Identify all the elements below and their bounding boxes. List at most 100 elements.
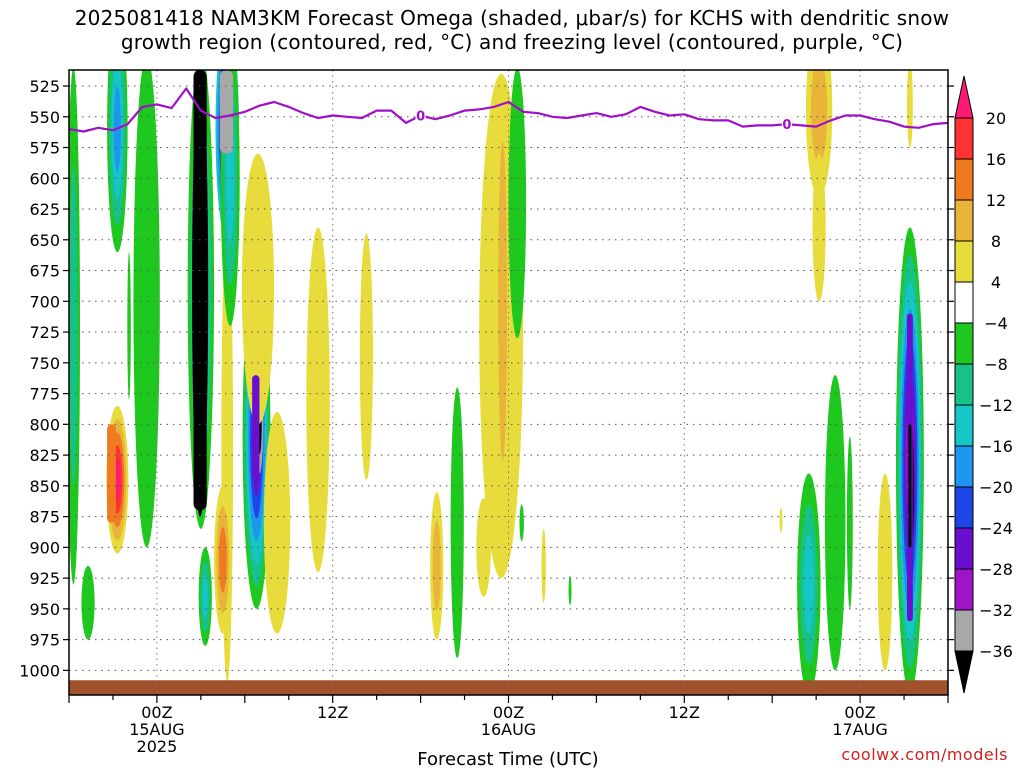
colorbar-label: −12 [979,396,1013,415]
y-tick-label: 550 [29,108,60,127]
y-tick-label: 900 [29,538,60,557]
omega-blob [476,498,491,597]
x-tick-label: 12Z [669,703,700,722]
omega-blob [133,70,160,548]
freezing-level-label: 0 [782,118,791,133]
y-tick-label: 925 [29,569,60,588]
y-tick-label: 775 [29,385,60,404]
colorbar-top-arrow [954,75,974,119]
colorbar-swatch [954,445,974,488]
omega-blob [846,436,853,609]
omega-blob [306,227,330,572]
y-tick-label: 950 [29,600,60,619]
colorbar-label: 16 [986,150,1006,169]
colorbar-label: 12 [986,191,1006,210]
y-tick-label: 725 [29,323,60,342]
omega-blob [263,412,291,634]
colorbar-swatch [954,240,974,283]
omega-blob [241,153,275,425]
colorbar-label: −20 [979,478,1013,497]
surface-terrain [69,680,948,695]
y-tick-label: 650 [29,231,60,250]
colorbar-label: −32 [979,601,1013,620]
colorbar-swatch [954,527,974,570]
colorbar-swatch [954,158,974,201]
y-tick-label: 575 [29,139,60,158]
y-axis: 525 550 575 600 625 650 675 700 725 750 775 800 825 8… [19,77,954,680]
colorbar-label: −16 [979,437,1013,456]
colorbar-legend: 20 16 12 8 4 −4 −8 −12 −16 −20 −24 −28 −32 −36 [954,75,1013,694]
omega-blob [127,252,131,400]
y-tick-label: 825 [29,446,60,465]
y-tick-label: 750 [29,354,60,373]
colorbar-swatch [954,199,974,242]
shaded-omega-fields [69,70,948,695]
omega-blob [519,504,524,542]
y-tick-label: 875 [29,508,60,527]
omega-core [219,70,234,154]
colorbar-label: −36 [979,642,1013,661]
y-tick-label: 625 [29,200,60,219]
omega-blob [450,387,464,659]
omega-blob [824,375,846,671]
omega-blob [498,141,508,462]
contour-label-bg [415,107,426,123]
omega-blob [812,153,826,302]
y-tick-label: 600 [29,169,60,188]
y-tick-label: 700 [29,292,60,311]
omega-blob [803,535,815,634]
colorbar-swatch [954,609,974,652]
colorbar-swatch [954,486,974,529]
chart-title-line1: 2025081418 NAM3KM Forecast Omega (shaded… [74,6,950,30]
x-tick-label: 00Z [141,703,172,722]
omega-blob [218,526,227,593]
y-tick-label: 850 [29,477,60,496]
x-tick-label: 00Z [844,703,875,722]
colorbar-swatch [954,281,974,324]
colorbar-swatch [954,363,974,406]
colorbar-label: 8 [991,232,1001,251]
y-tick-label: 975 [29,631,60,650]
credit-text: coolwx.com/models [841,745,1008,764]
colorbar-swatch [954,117,974,160]
contour-label-bg [781,116,792,132]
omega-core [107,424,116,523]
freezing-level-label: 0 [416,110,425,125]
x-tick-label: 2025 [137,737,178,756]
x-axis-title: Forecast Time (UTC) [417,749,598,768]
omega-core [252,375,260,480]
omega-blob [432,520,441,612]
omega-blob [779,507,783,533]
freezing-level-contour: 00 [69,87,948,133]
colorbar-bottom-arrow [954,650,974,694]
colorbar-label: 20 [986,109,1006,128]
freezing-level-line [69,87,948,133]
omega-blob [367,372,371,427]
colorbar-label: −4 [984,314,1008,333]
chart-title-line2: growth region (contoured, red, °C) and f… [120,30,904,54]
x-tick-label: 17AUG [832,720,887,739]
x-tick-label: 12Z [317,703,348,722]
colorbar-label: −8 [984,355,1008,374]
omega-blob [202,574,209,619]
x-tick-label: 00Z [493,703,524,722]
colorbar-label: −28 [979,560,1013,579]
y-tick-label: 525 [29,77,60,96]
omega-blob [69,166,78,485]
colorbar-label: −24 [979,519,1013,538]
x-tick-label: 15AUG [129,720,184,739]
omega-blob [906,70,913,148]
omega-blob [810,70,828,164]
x-tick-label: 16AUG [481,720,536,739]
omega-blob [568,575,572,606]
colorbar-swatch [954,322,974,365]
omega-blob [877,473,893,671]
omega-core [908,424,912,548]
colorbar-label: 4 [991,273,1001,292]
omega-blob [508,70,527,339]
omega-core [193,70,207,511]
colorbar-swatch [954,568,974,611]
y-tick-label: 800 [29,415,60,434]
